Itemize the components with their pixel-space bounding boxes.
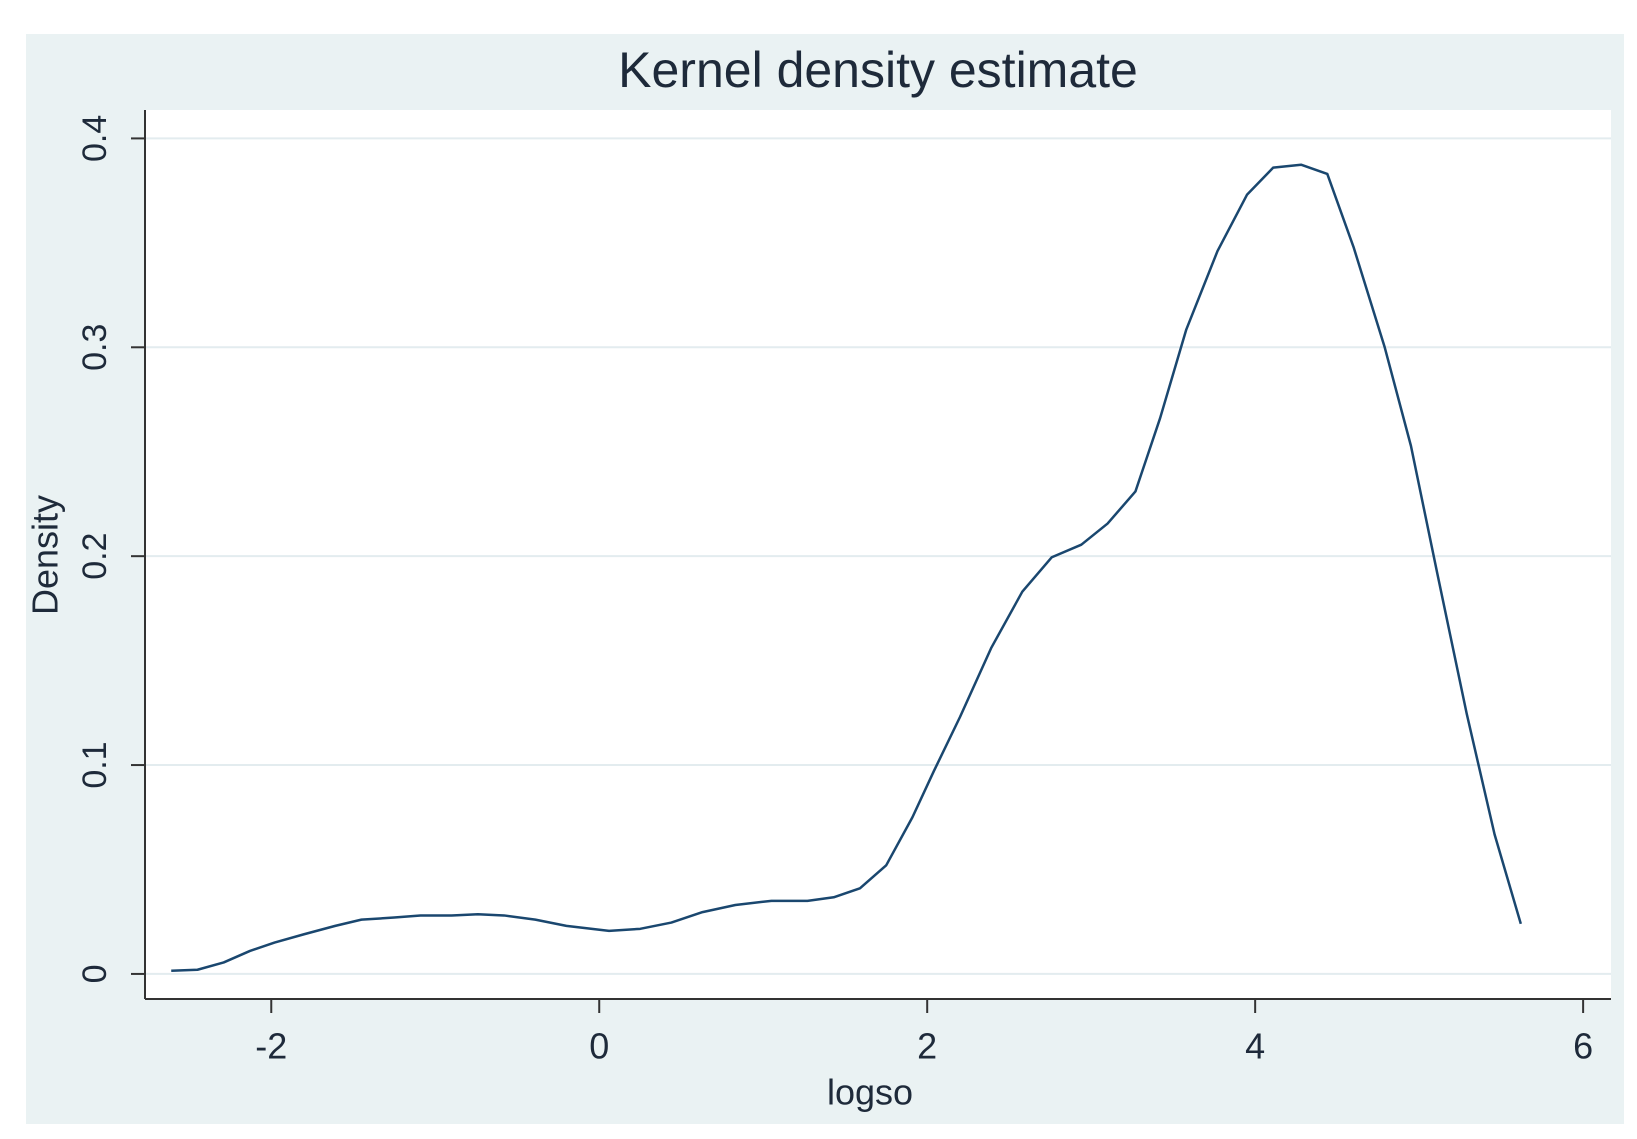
y-tick-label: 0.2 bbox=[76, 533, 114, 580]
density-line bbox=[171, 163, 1523, 973]
chart-title: Kernel density estimate bbox=[618, 42, 1138, 98]
x-axis-label: logso bbox=[827, 1072, 913, 1113]
plot-area bbox=[145, 110, 1611, 999]
y-tick-label: 0 bbox=[76, 964, 114, 983]
y-tick-label: 0.4 bbox=[76, 115, 114, 162]
x-tick-label: 6 bbox=[1573, 1026, 1593, 1067]
x-tick-label: 0 bbox=[589, 1026, 609, 1067]
y-axis-label: Density bbox=[25, 495, 66, 615]
x-tick-label: -2 bbox=[255, 1026, 287, 1067]
x-tick-label: 2 bbox=[917, 1026, 937, 1067]
y-tick-label: 0.1 bbox=[76, 741, 114, 788]
y-tick-label: 0.3 bbox=[76, 324, 114, 371]
x-tick-label: 4 bbox=[1245, 1026, 1265, 1067]
